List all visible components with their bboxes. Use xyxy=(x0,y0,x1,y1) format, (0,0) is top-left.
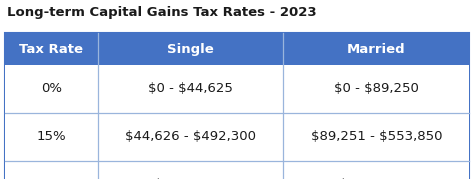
Text: 20%: 20% xyxy=(36,178,66,179)
Text: \$0 - \$89,250: \$0 - \$89,250 xyxy=(334,82,419,95)
Text: \$44,626 - \$492,300: \$44,626 - \$492,300 xyxy=(125,130,256,143)
Text: Tax Rate: Tax Rate xyxy=(19,43,83,56)
Text: Long-term Capital Gains Tax Rates - 2023: Long-term Capital Gains Tax Rates - 2023 xyxy=(7,6,317,19)
Text: 0%: 0% xyxy=(41,82,62,95)
Text: Married: Married xyxy=(347,43,406,56)
Text: 15%: 15% xyxy=(36,130,66,143)
Text: \$492,301+: \$492,301+ xyxy=(154,178,228,179)
Text: Single: Single xyxy=(167,43,214,56)
Text: \$89,251 - \$553,850: \$89,251 - \$553,850 xyxy=(310,130,442,143)
Text: \$0 - \$44,625: \$0 - \$44,625 xyxy=(148,82,233,95)
Text: \$553,850+: \$553,850+ xyxy=(339,178,413,179)
